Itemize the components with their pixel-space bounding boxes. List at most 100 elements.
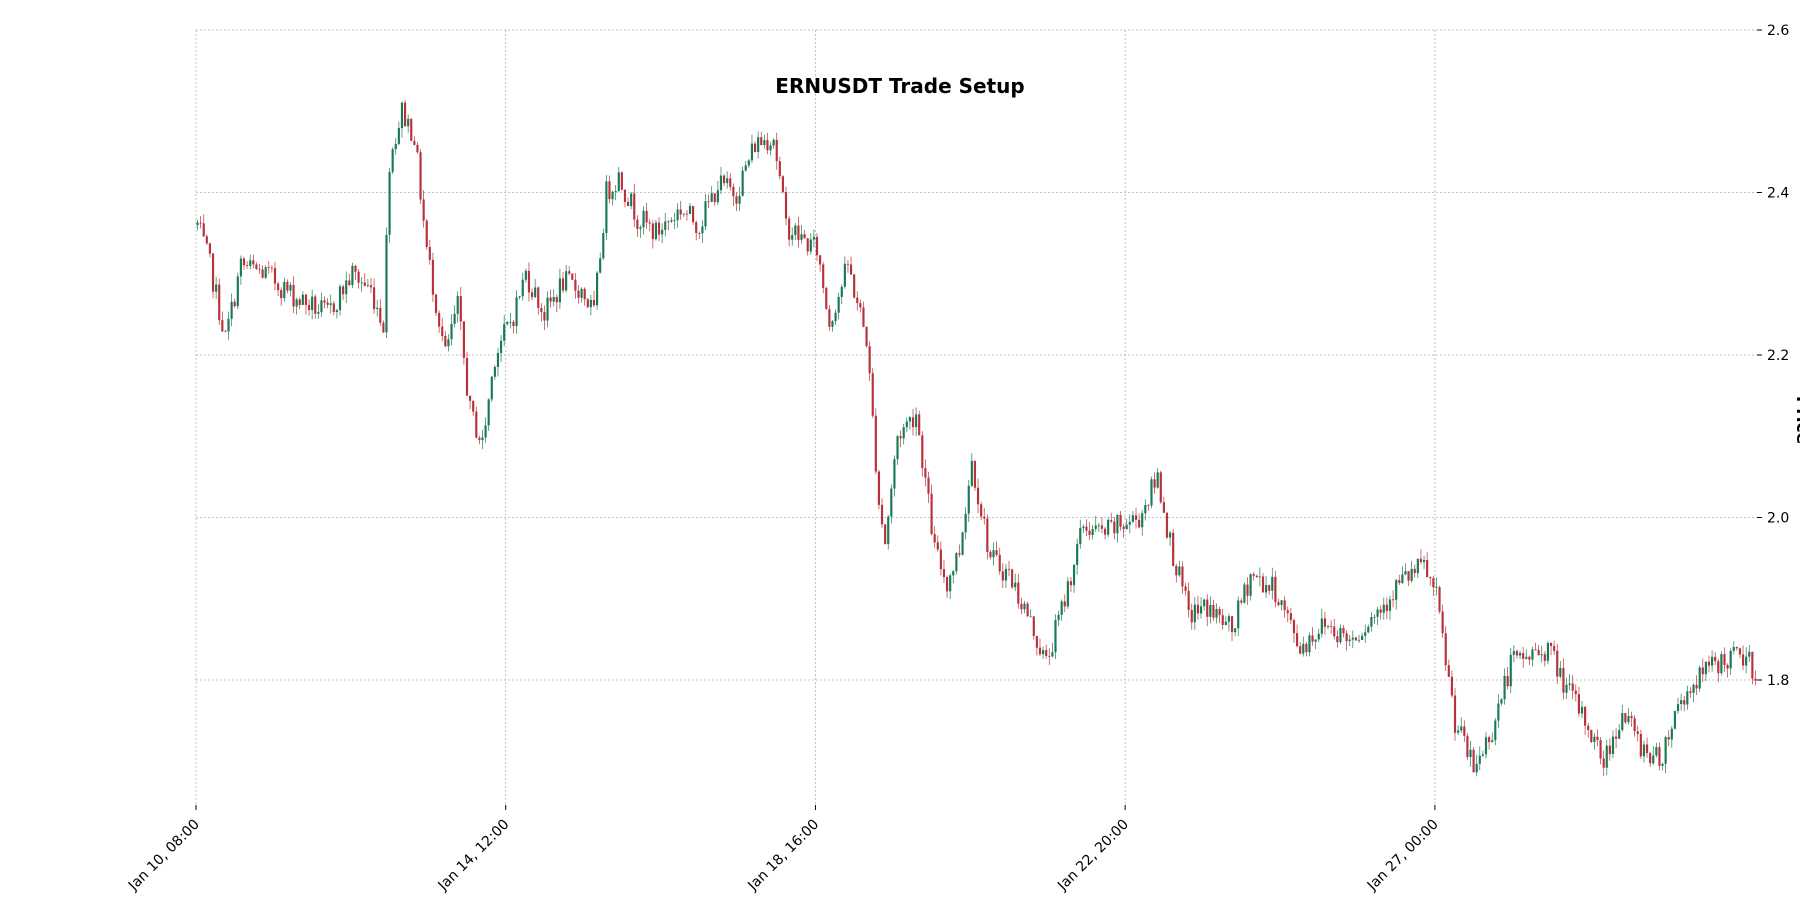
candle-body xyxy=(540,307,543,313)
candle-body xyxy=(1258,576,1261,578)
candle-body xyxy=(831,321,834,327)
candle-body xyxy=(270,267,273,269)
candle-body xyxy=(1599,740,1602,759)
candle-body xyxy=(1165,512,1169,538)
candle-body xyxy=(1636,731,1639,734)
candle-body xyxy=(1472,749,1475,773)
candle-body xyxy=(1478,755,1481,764)
candles xyxy=(196,100,1757,777)
candle-body xyxy=(753,143,757,152)
candle-body xyxy=(849,264,853,275)
candle-body xyxy=(1218,609,1221,616)
candle-body xyxy=(973,460,977,488)
candle-body xyxy=(1645,744,1649,754)
candle-body xyxy=(431,259,435,295)
candle-body xyxy=(794,225,797,236)
candle-body xyxy=(574,279,577,291)
candle-body xyxy=(1097,525,1100,527)
candle-body xyxy=(1153,479,1156,488)
candle-body xyxy=(1515,651,1519,656)
candle-body xyxy=(1184,586,1187,591)
candle-body xyxy=(1237,600,1240,629)
candle-body xyxy=(964,513,967,533)
candle-body xyxy=(506,322,509,325)
candle-body xyxy=(342,286,345,295)
candle-body xyxy=(1159,472,1162,503)
candle-body xyxy=(949,575,952,592)
candle-body xyxy=(1193,604,1196,623)
x-tick-label: Jan 22, 20:00 xyxy=(1054,817,1132,895)
candle-body xyxy=(1032,616,1035,637)
candle-body xyxy=(763,140,766,146)
candle-body xyxy=(602,233,605,259)
candle-body xyxy=(825,287,828,310)
candle-body xyxy=(713,193,716,203)
candle-body xyxy=(722,175,726,184)
candle-body xyxy=(376,307,379,310)
candle-body xyxy=(403,102,407,127)
candle-body xyxy=(1574,690,1577,695)
candle-body xyxy=(295,299,298,307)
candle-body xyxy=(416,144,419,153)
candle-body xyxy=(499,340,503,353)
candle-body xyxy=(298,299,301,305)
candle-body xyxy=(1463,726,1466,736)
candle-body xyxy=(1503,675,1506,700)
candle-body xyxy=(1048,655,1051,657)
candle-body xyxy=(1655,747,1658,756)
candle-body xyxy=(369,285,373,288)
candle-body xyxy=(657,222,661,235)
candle-body xyxy=(1274,576,1277,603)
candle-body xyxy=(645,210,648,223)
candle-body xyxy=(1141,513,1144,528)
candle-body xyxy=(379,307,382,323)
candle-body xyxy=(1373,616,1376,618)
candle-body xyxy=(1144,505,1147,514)
candle-body xyxy=(760,137,763,146)
candle-body xyxy=(775,139,778,162)
candle-body xyxy=(778,161,781,177)
candle-body xyxy=(1689,691,1692,693)
candle-body xyxy=(1063,601,1066,607)
candle-body xyxy=(565,271,568,291)
candle-body xyxy=(1664,736,1667,764)
candle-body xyxy=(1088,530,1091,535)
candle-body xyxy=(472,400,475,412)
candle-body xyxy=(670,220,673,222)
candle-body xyxy=(927,477,930,494)
candle-body xyxy=(307,304,311,311)
candle-body xyxy=(1701,667,1704,675)
candle-body xyxy=(871,373,874,416)
y-tick-label: 2.2 xyxy=(1767,348,1789,364)
candle-body xyxy=(1181,566,1184,587)
candle-body xyxy=(459,296,462,322)
candle-body xyxy=(1435,587,1438,588)
candle-body xyxy=(1676,704,1680,712)
candle-body xyxy=(1410,568,1413,581)
candle-body xyxy=(221,320,224,332)
x-tick-label: Jan 27, 00:00 xyxy=(1364,817,1442,895)
candle-body xyxy=(329,303,332,305)
candle-body xyxy=(1351,637,1354,640)
candle-body xyxy=(1178,566,1181,576)
candle-body xyxy=(735,196,738,204)
candle-body xyxy=(1571,683,1574,691)
candle-body xyxy=(1553,646,1556,651)
candle-body xyxy=(1751,651,1754,679)
candle-body xyxy=(819,255,822,265)
candle-body xyxy=(462,321,465,358)
candle-body xyxy=(537,287,540,308)
candle-body xyxy=(1667,736,1670,740)
candle-body xyxy=(438,312,441,327)
candle-body xyxy=(280,290,283,299)
x-tick-label: Jan 14, 12:00 xyxy=(435,817,513,895)
candle-body xyxy=(772,139,775,146)
candle-body xyxy=(1252,574,1255,576)
candle-body xyxy=(509,321,512,323)
candle-body xyxy=(1150,479,1153,506)
candle-body xyxy=(1593,736,1596,743)
candle-body xyxy=(527,270,531,293)
candle-body xyxy=(1484,737,1488,755)
candle-body xyxy=(1110,519,1113,522)
candle-body xyxy=(425,220,428,248)
